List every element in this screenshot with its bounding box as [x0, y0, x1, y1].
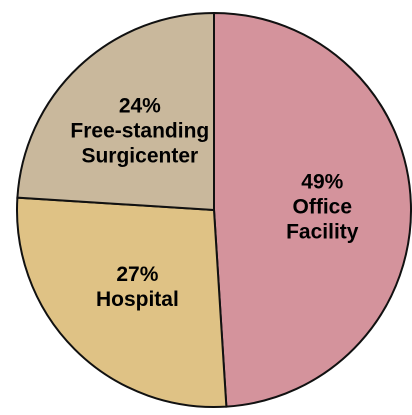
slice-label: 27% Hospital — [52, 262, 222, 312]
pie-slice — [16, 196, 228, 408]
category-label: Free-standing Surgicenter — [70, 119, 210, 168]
category-label: Office Facility — [286, 195, 359, 244]
percent-label: 24% — [118, 94, 161, 118]
slice-label: 24% Free-standing Surgicenter — [55, 94, 225, 169]
category-label: Hospital — [95, 287, 179, 311]
percent-label: 27% — [116, 262, 159, 286]
percent-label: 49% — [301, 170, 344, 194]
pie-slice — [213, 11, 412, 408]
pie-slice — [16, 11, 215, 212]
slice-label: 49% Office Facility — [237, 169, 407, 244]
